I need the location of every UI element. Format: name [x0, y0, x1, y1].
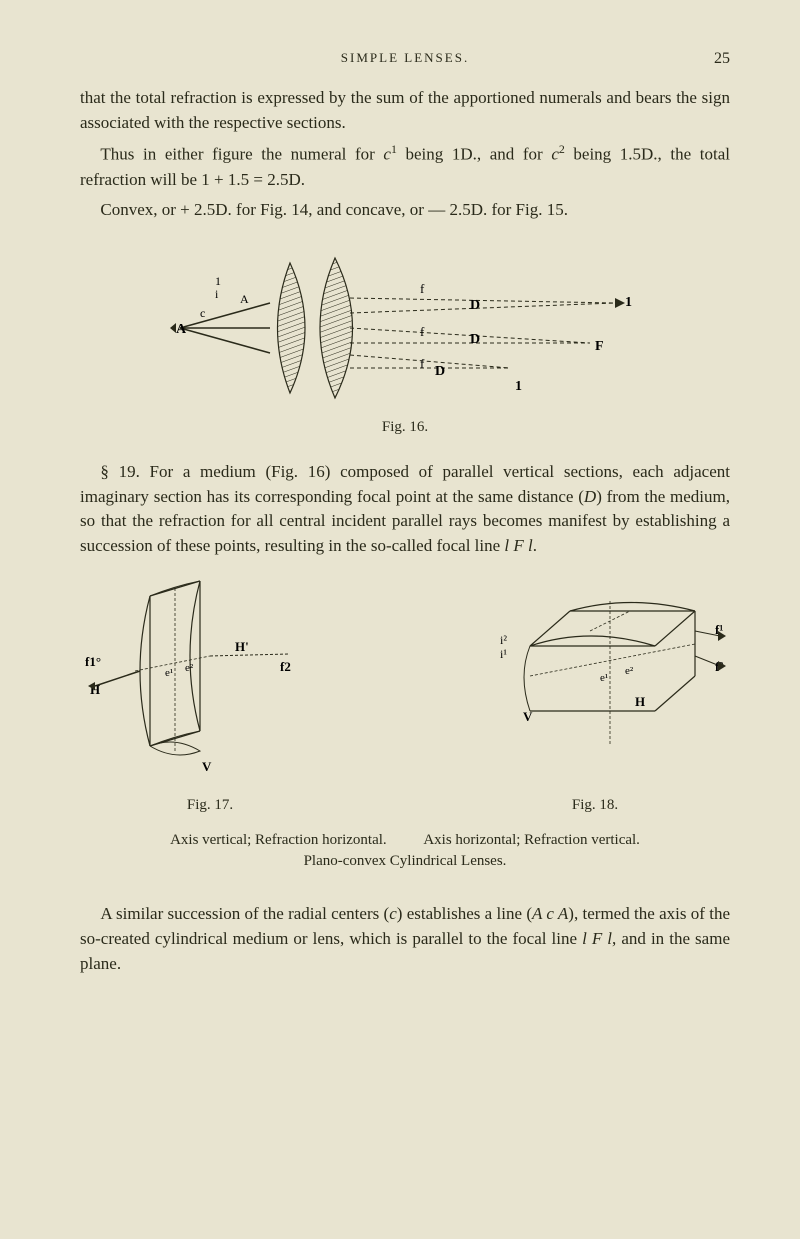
svg-text:f: f	[420, 356, 425, 371]
symbol-AcA: A c A	[532, 904, 568, 923]
svg-text:1: 1	[625, 295, 632, 310]
figure-18-caption: Fig. 18.	[460, 797, 730, 814]
svg-text:V: V	[202, 759, 212, 774]
svg-text:i: i	[215, 287, 219, 301]
svg-text:H: H	[635, 694, 645, 709]
axis-caption-line2: Plano-convex Cylindrical Lenses.	[304, 853, 507, 869]
svg-text:f2: f2	[280, 659, 291, 674]
svg-text:1: 1	[515, 379, 522, 394]
svg-text:H': H'	[235, 639, 249, 654]
axis-caption-right: Axis horizontal; Refraction vertical.	[423, 832, 640, 848]
svg-text:f: f	[420, 324, 425, 339]
figure-16-caption: Fig. 16.	[80, 419, 730, 436]
symbol-lFl: l F l	[504, 536, 532, 555]
svg-text:f1°: f1°	[85, 654, 101, 669]
svg-text:i¹: i¹	[500, 647, 507, 661]
text-fragment: being 1D., and for	[397, 145, 551, 164]
paragraph-2: Thus in either figure the numeral for c1…	[80, 141, 730, 192]
svg-text:D: D	[435, 364, 445, 379]
paragraph-3: Convex, or + 2.5D. for Fig. 14, and conc…	[80, 198, 730, 223]
figure-17-caption: Fig. 17.	[80, 797, 340, 814]
symbol-c2: c	[551, 145, 559, 164]
running-header: SIMPLE LENSES. 25	[80, 50, 730, 66]
header-title: SIMPLE LENSES.	[341, 50, 469, 66]
svg-text:1: 1	[215, 274, 221, 288]
page-number: 25	[714, 50, 730, 68]
svg-text:D: D	[470, 332, 480, 347]
svg-text:c: c	[200, 306, 205, 320]
text-fragment: A similar succession of the radial cente…	[100, 904, 389, 923]
svg-text:F: F	[595, 339, 604, 354]
text-fragment: Thus in either figure the numeral for	[100, 145, 383, 164]
svg-text:e¹: e¹	[600, 672, 608, 684]
svg-text:f: f	[420, 281, 425, 296]
axis-caption-left: Axis vertical; Refraction horizontal.	[170, 832, 387, 848]
paragraph-1: that the total refraction is expressed b…	[80, 86, 730, 135]
axis-caption: Axis vertical; Refraction horizontal. Ax…	[80, 830, 730, 872]
svg-text:A: A	[240, 292, 249, 306]
symbol-c1: c	[383, 145, 391, 164]
final-paragraph: A similar succession of the radial cente…	[80, 902, 730, 976]
svg-text:e¹: e¹	[165, 667, 173, 679]
figure-17: f1° H H' f2 e¹ e² V	[80, 576, 340, 786]
symbol-D: D	[584, 487, 596, 506]
svg-text:A: A	[176, 322, 187, 337]
svg-text:i²: i²	[500, 633, 507, 647]
symbol-lFl2: l F l	[582, 929, 612, 948]
svg-text:V: V	[523, 709, 533, 724]
section-19: § 19. For a medium (Fig. 16) composed of…	[80, 460, 730, 559]
figure-18: i² i¹ f¹ f² e¹ e² H V	[460, 576, 730, 786]
text-fragment: .	[533, 536, 537, 555]
symbol-c: c	[389, 904, 397, 923]
figure-row-17-18: f1° H H' f2 e¹ e² V Fig. 17.	[80, 576, 730, 820]
text-fragment: ) establishes a line (	[397, 904, 532, 923]
svg-text:e²: e²	[625, 665, 634, 677]
figure-16: A i 1 c A f D f D f D 1 F 1	[170, 243, 640, 413]
svg-text:D: D	[470, 298, 480, 313]
svg-text:e²: e²	[185, 662, 194, 674]
